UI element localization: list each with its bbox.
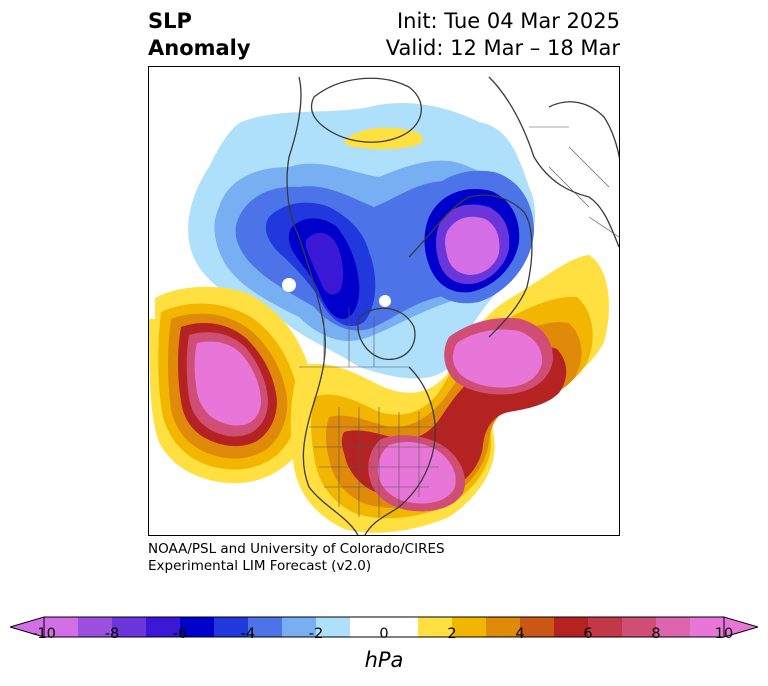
colorbar-swatch — [316, 617, 351, 637]
colorbar-tick-label: 6 — [583, 626, 593, 642]
colorbar-tick-label: -8 — [104, 626, 120, 642]
us-high-core — [377, 441, 456, 504]
asia-country-lines — [529, 126, 619, 238]
europe-coast — [548, 101, 619, 159]
credit-line2: Experimental LIM Forecast (v2.0) — [148, 558, 372, 574]
white-edge-patch — [149, 285, 155, 319]
colorbar-tick-label: 4 — [515, 626, 525, 642]
colorbar-swatch — [282, 617, 317, 637]
eurasia-coast — [488, 76, 619, 248]
colorbar-swatches — [44, 617, 725, 637]
colorbar-tick-label: -2 — [308, 626, 324, 642]
colorbar-unit: hPa — [364, 648, 404, 672]
pacific-high-core — [194, 341, 261, 426]
greenland-coast — [310, 77, 422, 143]
map-title: SLP Anomaly — [148, 8, 251, 62]
negative-anomaly-6 — [305, 232, 344, 295]
colorbar-swatch — [248, 617, 283, 637]
colorbar-outline — [43, 616, 725, 638]
canada-province-lines — [299, 307, 409, 368]
colorbar-swatch — [350, 617, 385, 637]
siberian-low-4 — [445, 216, 500, 275]
white-spot-2 — [282, 278, 296, 292]
us-east-coast — [364, 366, 436, 535]
borders — [299, 126, 619, 517]
colorbar-swatch — [486, 617, 521, 637]
anomaly-field — [149, 102, 609, 533]
title-variable: SLP — [148, 9, 192, 33]
siberia-coast — [408, 194, 533, 338]
arctic-yellow-patch — [344, 127, 424, 150]
colorbar-swatch — [180, 617, 215, 637]
forecast-dates: Init: Tue 04 Mar 2025 Valid: 12 Mar – 18… — [386, 8, 620, 62]
colorbar-swatch — [622, 617, 657, 637]
colorbar-swatch — [112, 617, 147, 637]
map-panel — [148, 66, 620, 536]
hudson-bay-coast — [357, 307, 416, 360]
valid-range: Valid: 12 Mar – 18 Mar — [385, 36, 620, 60]
colorbar-tick-label: 2 — [447, 626, 457, 642]
init-date: Init: Tue 04 Mar 2025 — [396, 9, 620, 33]
colorbar — [10, 616, 758, 638]
credit-line1: NOAA/PSL and University of Colorado/CIRE… — [148, 541, 445, 557]
colorbar-swatch — [690, 617, 725, 637]
colorbar-swatch — [418, 617, 453, 637]
colorbar-tick-label: 0 — [379, 626, 389, 642]
colorbar-tick-label: -6 — [172, 626, 188, 642]
colorbar-swatch — [78, 617, 113, 637]
white-spot — [379, 295, 391, 307]
colorbar-swatch — [656, 617, 691, 637]
credit-text: NOAA/PSL and University of Colorado/CIRE… — [148, 541, 445, 575]
colorbar-swatch — [384, 617, 419, 637]
colorbar-tick-label: -10 — [32, 626, 56, 642]
colorbar-swatch — [452, 617, 487, 637]
colorbar-tick-label: 10 — [714, 626, 734, 642]
colorbar-swatch — [588, 617, 623, 637]
anomaly-map — [149, 76, 619, 535]
atlantic-high-core — [452, 329, 543, 388]
colorbar-swatch — [214, 617, 249, 637]
us-state-lines — [309, 407, 449, 517]
colorbar-swatch — [520, 617, 555, 637]
colorbar-tick-label: -4 — [240, 626, 256, 642]
colorbar-swatch — [146, 617, 181, 637]
colorbar-swatch — [554, 617, 589, 637]
colorbar-swatch — [44, 617, 79, 637]
title-type: Anomaly — [148, 36, 251, 60]
colorbar-tick-label: 8 — [651, 626, 661, 642]
